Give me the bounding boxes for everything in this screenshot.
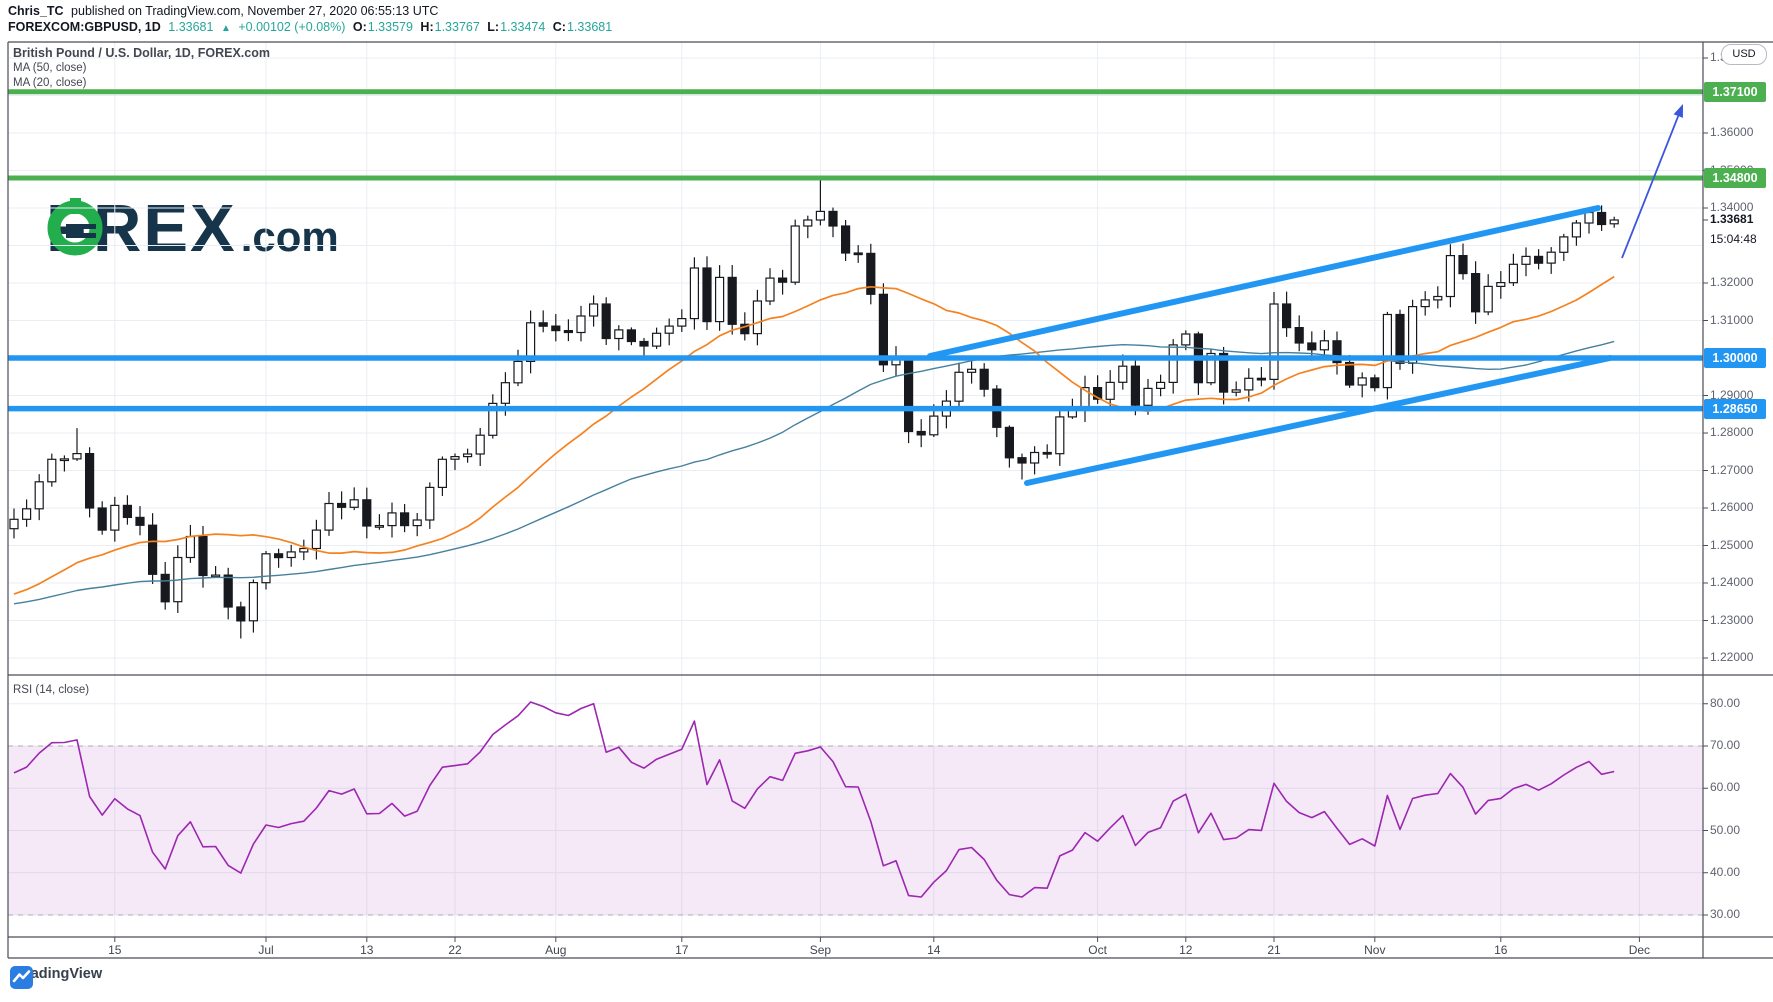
bar-countdown-label: 15:04:48 [1710, 232, 1757, 246]
ma50-legend[interactable]: MA (50, close) [13, 62, 87, 74]
time-axis-label: Nov [1364, 943, 1386, 957]
price-axis-label: 1.28000 [1710, 425, 1754, 439]
close-value: 1.33681 [566, 20, 613, 34]
rsi-axis-label: 80.00 [1710, 695, 1741, 710]
time-axis-label: Sep [809, 943, 832, 957]
author-name: Chris_TC [8, 4, 64, 18]
tradingview-footer-logo[interactable]: TradingView [10, 966, 103, 989]
published-text: published on TradingView.com, November 2… [67, 4, 439, 18]
forex-com-watermark: F REX.com [46, 191, 339, 266]
time-axis-label: 12 [1179, 943, 1193, 957]
watermark-text-rex: REX [92, 191, 237, 266]
open-label: O: [352, 20, 367, 34]
time-axis-label: Oct [1088, 943, 1107, 957]
ma20-legend[interactable]: MA (20, close) [13, 77, 87, 89]
time-axis-label: 13 [360, 943, 374, 957]
rsi-axis-label: 30.00 [1710, 907, 1741, 921]
publish-info-line: Chris_TC published on TradingView.com, N… [8, 4, 442, 18]
symbol-ohlc-bar: FOREXCOM:GBPUSD, 1D 1.33681 ▲ +0.00102 (… [8, 20, 616, 34]
symbol-title: FOREXCOM:GBPUSD, 1D [8, 20, 161, 34]
price-axis-label: 1.25000 [1710, 537, 1754, 552]
time-axis-label: 16 [1494, 943, 1508, 957]
time-axis-label: 14 [927, 943, 941, 957]
time-axis-label: 22 [448, 943, 462, 957]
time-axis-label: Jul [258, 943, 274, 957]
low-label: L: [487, 20, 500, 34]
chart-title-legend: British Pound / U.S. Dollar, 1D, FOREX.c… [13, 46, 270, 60]
rsi-axis-label: 40.00 [1710, 864, 1741, 879]
low-value: 1.33474 [500, 20, 546, 34]
price-axis-label: 1.36000 [1710, 125, 1754, 139]
price-axis-label: 1.26000 [1710, 500, 1754, 514]
rsi-axis-label: 50.00 [1710, 822, 1741, 837]
rsi-legend[interactable]: RSI (14, close) [13, 684, 90, 696]
price-axis-label: 1.23000 [1710, 612, 1754, 627]
tradingview-wordmark: TradingView [17, 966, 103, 982]
price-axis-label: 1.31000 [1710, 312, 1754, 327]
price-axis-label: 1.22000 [1710, 650, 1754, 664]
time-axis-label: 17 [675, 943, 689, 957]
high-value: 1.33767 [434, 20, 480, 34]
time-axis-label: 15 [108, 943, 122, 957]
last-price-axis-label: 1.33681 [1710, 211, 1754, 226]
price-axis-label: 1.27000 [1710, 462, 1754, 477]
price-axis-label: 1.24000 [1710, 575, 1754, 589]
rsi-axis-label: 70.00 [1710, 738, 1741, 752]
price-axis-label: 1.32000 [1710, 275, 1754, 289]
direction-up-icon: ▲ [220, 23, 231, 34]
level-price-label: 1.34800 [1704, 168, 1766, 188]
price-axis-label: 1.34000 [1710, 200, 1754, 214]
level-price-label: 1.37100 [1704, 81, 1766, 102]
high-label: H: [420, 20, 434, 34]
change-value: +0.00102 (+0.08%) [238, 20, 346, 34]
close-label: C: [552, 20, 566, 34]
time-axis-label: Dec [1628, 943, 1651, 957]
last-price-value: 1.33681 [168, 20, 214, 34]
time-axis-label: Aug [545, 943, 567, 957]
level-price-label: 1.28650 [1704, 398, 1766, 419]
watermark-text-com: .com [240, 213, 339, 260]
open-value: 1.33579 [367, 20, 413, 34]
level-price-label: 1.30000 [1704, 348, 1766, 368]
rsi-axis-label: 60.00 [1710, 780, 1741, 795]
currency-toggle-button[interactable]: USD [1721, 44, 1767, 65]
time-axis-label: 21 [1267, 943, 1281, 957]
price-axis-label: 1.29000 [1710, 387, 1754, 402]
